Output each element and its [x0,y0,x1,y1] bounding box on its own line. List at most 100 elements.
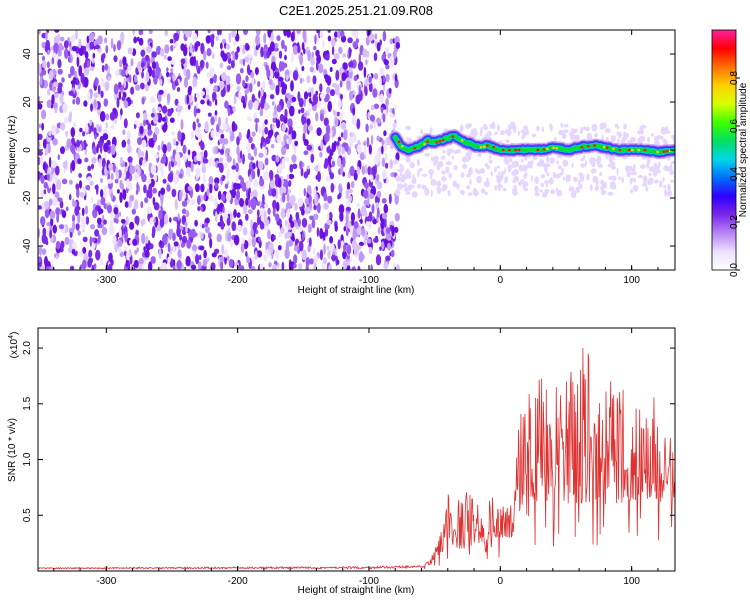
haze-blob [448,172,453,178]
noise-blob [247,237,253,247]
noise-blob [286,193,290,203]
haze-blob [605,136,609,142]
noise-blob [349,165,355,177]
haze-blob [600,179,604,185]
haze-blob [500,170,505,176]
noise-blob [167,56,172,62]
noise-blob [242,58,246,67]
haze-blob [575,128,578,133]
noise-blob [183,66,187,77]
noise-blob [288,133,292,145]
noise-blob [135,230,139,236]
noise-blob [357,208,361,219]
noise-blob [207,99,210,106]
noise-blob [258,160,264,170]
noise-blob [116,97,120,108]
noise-blob [323,192,328,202]
noise-blob [247,190,250,201]
noise-blob [270,129,274,136]
noise-blob [221,176,225,182]
noise-blob [71,45,78,52]
noise-blob [260,46,264,58]
haze-blob [445,161,452,166]
noise-blob [299,160,303,170]
noise-blob [134,74,138,83]
noise-blob [223,249,228,258]
noise-blob [229,127,232,137]
noise-blob [334,111,338,116]
noise-blob [236,224,243,233]
noise-blob [121,96,126,101]
noise-blob [38,95,41,104]
noise-blob [110,143,116,155]
noise-blob [301,218,308,228]
noise-blob [203,249,207,259]
noise-blob [351,219,355,226]
noise-blob [85,122,89,133]
noise-blob [301,208,305,216]
noise-blob [309,215,314,221]
haze-blob [424,152,430,157]
noise-blob [281,261,285,270]
noise-blob [40,216,46,226]
noise-blob [359,218,363,224]
noise-blob [44,256,48,267]
noise-blob [42,55,45,62]
noise-blob [150,113,155,118]
noise-blob [384,217,387,228]
x-tick-label: -200 [228,275,248,286]
noise-blob [145,150,148,162]
noise-blob [172,73,176,82]
noise-blob [278,231,282,238]
haze-blob [494,184,498,191]
haze-blob [642,175,648,184]
noise-blob [270,61,277,72]
haze-blob [418,167,423,172]
noise-blob [213,197,217,207]
noise-blob [41,69,47,76]
noise-blob [248,136,253,144]
noise-blob [181,208,187,215]
noise-blob [337,30,341,39]
haze-blob [466,185,470,190]
noise-blob [219,157,224,164]
noise-blob [195,59,199,71]
haze-blob [530,160,533,169]
noise-blob [70,127,76,138]
noise-blob [141,97,145,105]
noise-blob [215,36,219,41]
noise-blob [118,246,122,254]
noise-blob [105,113,110,121]
noise-blob [352,41,358,49]
noise-blob [266,50,270,59]
noise-blob [329,172,334,180]
noise-blob [166,108,173,117]
haze-blob [663,165,669,171]
noise-blob [57,154,60,161]
noise-blob [174,79,179,87]
noise-blob [316,202,321,214]
noise-blob [286,208,291,220]
noise-blob [374,154,380,165]
noise-blob [167,256,171,263]
noise-blob [271,154,277,162]
noise-blob [394,193,399,205]
noise-blob [389,113,395,118]
noise-blob [375,254,382,266]
noise-blob [263,170,269,181]
noise-blob [220,133,225,140]
noise-blob [254,250,258,260]
noise-blob [200,232,204,240]
haze-blob [407,172,412,180]
noise-blob [209,67,215,78]
noise-blob [338,204,345,214]
haze-blob [459,189,465,195]
y-tick-label: -20 [22,190,33,205]
noise-blob [65,206,69,212]
noise-blob [200,99,205,105]
noise-blob [266,249,270,258]
noise-blob [338,183,342,194]
noise-blob [342,260,348,270]
noise-blob [101,64,105,73]
noise-blob [351,266,357,270]
